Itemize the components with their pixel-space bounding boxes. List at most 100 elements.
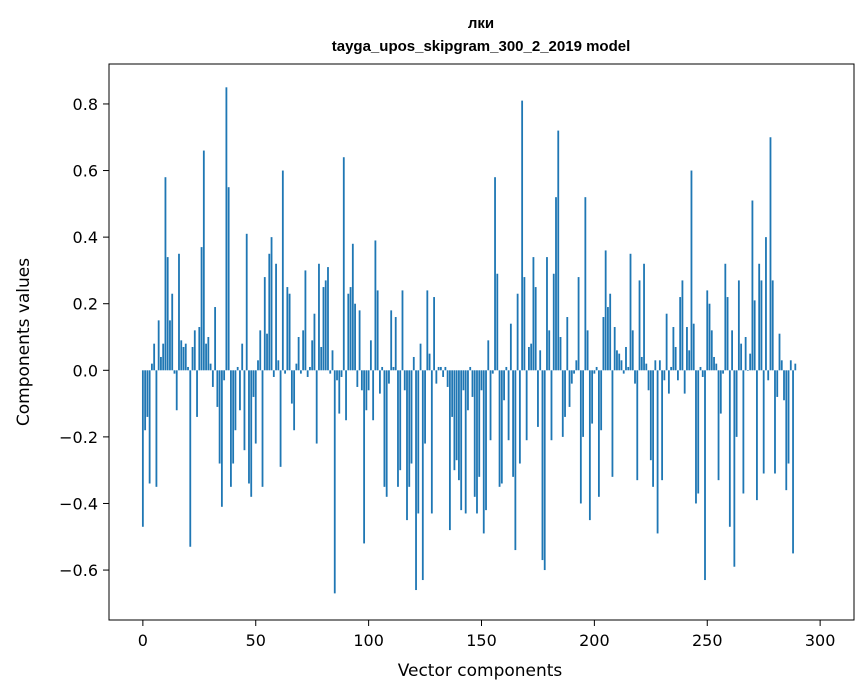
bar bbox=[710, 330, 713, 371]
bar bbox=[762, 370, 765, 474]
bar bbox=[577, 277, 580, 371]
bar bbox=[327, 267, 329, 371]
bar bbox=[164, 177, 167, 371]
bar bbox=[448, 370, 451, 531]
y-axis-ticks: −0.6 −0.4 −0.2 0.0 0.2 0.4 0.6 0.8 bbox=[59, 95, 109, 580]
bar bbox=[342, 157, 345, 371]
bar bbox=[541, 370, 544, 561]
bar bbox=[494, 177, 496, 371]
bar bbox=[749, 353, 752, 371]
bar bbox=[399, 370, 402, 471]
x-tick-label: 100 bbox=[353, 631, 384, 650]
bar bbox=[200, 247, 203, 371]
bar bbox=[629, 253, 632, 371]
bar bbox=[455, 370, 458, 461]
bar bbox=[561, 370, 564, 437]
bar bbox=[575, 360, 578, 371]
bar bbox=[756, 370, 758, 501]
bar bbox=[410, 370, 413, 464]
bar bbox=[340, 370, 343, 377]
bar bbox=[640, 356, 643, 371]
bar bbox=[205, 343, 207, 371]
bar bbox=[146, 370, 149, 417]
bar bbox=[731, 330, 733, 371]
bar bbox=[480, 370, 483, 391]
bar bbox=[433, 297, 435, 371]
bar bbox=[367, 370, 370, 391]
bar bbox=[150, 363, 153, 371]
bar bbox=[568, 370, 571, 407]
bar bbox=[178, 253, 180, 371]
bar bbox=[171, 293, 174, 371]
bar bbox=[439, 366, 442, 371]
bar bbox=[196, 370, 198, 417]
bar bbox=[225, 87, 228, 371]
bar bbox=[415, 370, 417, 591]
bar bbox=[783, 370, 785, 401]
bar bbox=[654, 360, 657, 371]
bar bbox=[248, 370, 250, 484]
bar bbox=[306, 370, 309, 377]
bar bbox=[582, 370, 584, 437]
bar bbox=[476, 370, 478, 514]
bar bbox=[261, 370, 264, 487]
y-tick-label: 0.2 bbox=[73, 295, 98, 314]
bar bbox=[263, 277, 266, 371]
bar bbox=[437, 366, 440, 371]
bar bbox=[166, 257, 169, 371]
bar bbox=[299, 370, 302, 374]
bar bbox=[162, 343, 165, 371]
bar bbox=[297, 337, 300, 371]
bar bbox=[616, 350, 618, 371]
bar bbox=[667, 370, 670, 394]
bar bbox=[173, 370, 176, 374]
bar bbox=[663, 370, 666, 381]
bar bbox=[293, 370, 296, 431]
bar bbox=[214, 307, 217, 371]
bar bbox=[670, 366, 673, 371]
bar bbox=[609, 293, 612, 371]
bar bbox=[780, 360, 783, 371]
bar bbox=[548, 330, 551, 371]
bar bbox=[679, 297, 682, 371]
bar bbox=[379, 370, 381, 394]
bar bbox=[695, 370, 697, 504]
bar bbox=[417, 370, 420, 514]
bar bbox=[275, 263, 277, 371]
bar bbox=[376, 290, 379, 371]
bar bbox=[701, 370, 704, 377]
bar bbox=[189, 370, 192, 547]
bar bbox=[295, 363, 298, 371]
bar bbox=[491, 370, 494, 374]
bar bbox=[774, 370, 776, 474]
bar bbox=[767, 370, 770, 381]
bar bbox=[239, 370, 241, 411]
bar bbox=[322, 287, 325, 371]
bar bbox=[683, 370, 686, 394]
bar bbox=[397, 370, 399, 487]
bar bbox=[381, 366, 384, 371]
bar bbox=[155, 370, 158, 487]
bar bbox=[187, 366, 189, 371]
bar bbox=[661, 370, 664, 481]
bar bbox=[645, 363, 648, 371]
bar bbox=[552, 273, 555, 371]
bar bbox=[570, 370, 573, 384]
bar bbox=[602, 317, 605, 371]
bar bbox=[722, 370, 724, 374]
bar bbox=[469, 366, 472, 371]
bar bbox=[360, 370, 363, 391]
bar bbox=[272, 370, 275, 377]
bar bbox=[406, 370, 408, 521]
bar bbox=[453, 370, 456, 471]
x-tick-label: 200 bbox=[579, 631, 610, 650]
bar bbox=[144, 370, 147, 431]
bar bbox=[313, 313, 316, 371]
bar bbox=[408, 370, 411, 487]
bar bbox=[715, 363, 718, 371]
bar bbox=[760, 280, 763, 371]
bar bbox=[385, 370, 388, 497]
bar bbox=[566, 317, 569, 371]
bar bbox=[706, 290, 709, 371]
bar bbox=[209, 363, 212, 371]
